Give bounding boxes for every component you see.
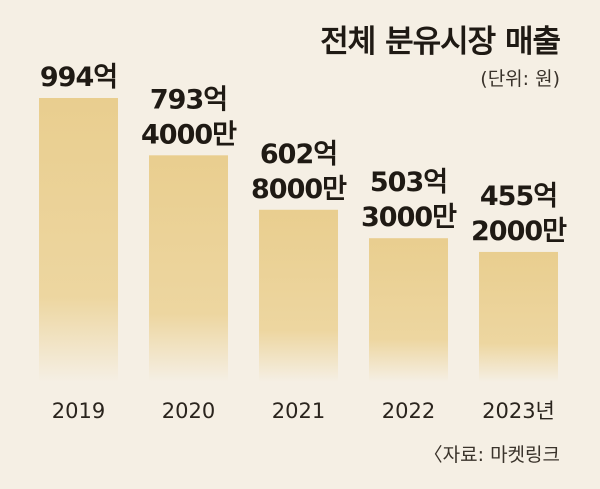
- data-label: 602억: [260, 139, 337, 170]
- data-label: 455억: [480, 181, 557, 212]
- data-label: 994억: [40, 62, 117, 93]
- data-label: 793억: [150, 84, 227, 115]
- x-tick-label: 2019: [52, 399, 105, 423]
- data-label: 3000만: [361, 202, 457, 233]
- data-label: 4000만: [141, 119, 237, 150]
- chart-title: 전체 분유시장 매출: [320, 24, 561, 60]
- bar-2022: [369, 238, 448, 382]
- x-tick-label: 2022: [382, 399, 435, 423]
- data-label: 503억: [370, 167, 447, 198]
- bar-2019: [39, 98, 118, 382]
- x-tick-label: 2023년: [482, 399, 555, 423]
- bar-2023년: [479, 251, 558, 382]
- bar-2020: [149, 155, 228, 382]
- x-axis-ticks: 2019 2020 2021 2022 2023년: [52, 399, 555, 423]
- x-tick-label: 2020: [162, 399, 215, 423]
- data-label: 2000만: [471, 216, 567, 247]
- bars-layer: [39, 98, 558, 382]
- data-label: 8000만: [251, 174, 347, 205]
- data-labels-layer: 994억 793억 4000만 602억 8000만 503억 3000만 455억 2000만: [40, 62, 568, 247]
- source-note: 〈자료: 마켓링크: [423, 444, 560, 466]
- bar-2021: [259, 209, 338, 382]
- unit-note: (단위: 원): [480, 68, 560, 90]
- x-tick-label: 2021: [272, 399, 325, 423]
